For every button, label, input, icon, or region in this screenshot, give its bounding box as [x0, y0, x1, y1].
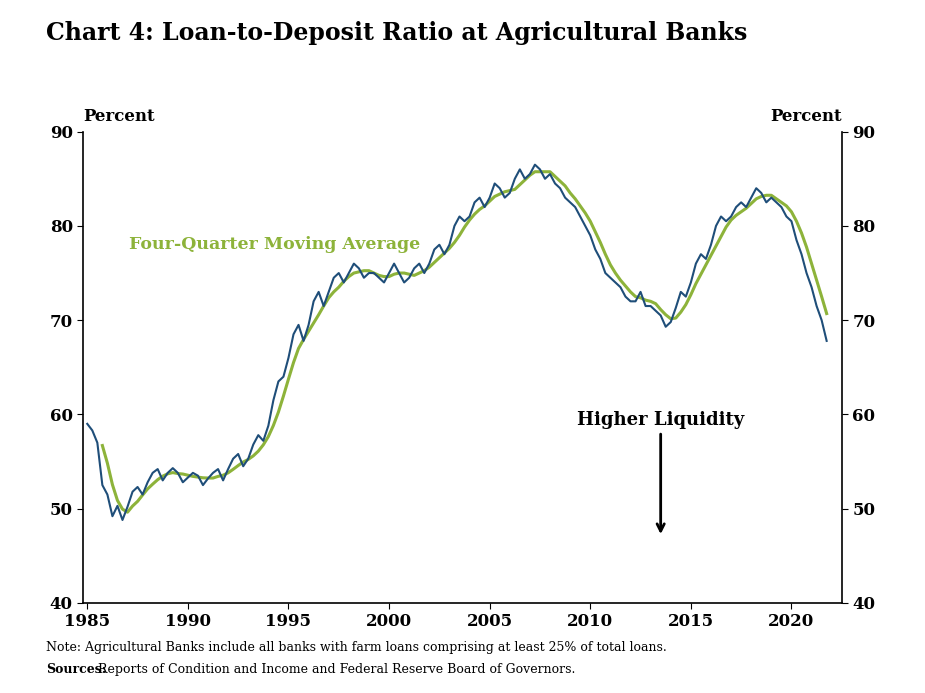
Text: Chart 4: Loan-to-Deposit Ratio at Agricultural Banks: Chart 4: Loan-to-Deposit Ratio at Agricu… — [46, 21, 747, 45]
Text: Percent: Percent — [83, 107, 154, 125]
Text: Higher Liquidity: Higher Liquidity — [577, 410, 745, 531]
Text: Four-Quarter Moving Average: Four-Quarter Moving Average — [129, 236, 420, 253]
Text: Sources:: Sources: — [46, 663, 106, 676]
Text: Reports of Condition and Income and Federal Reserve Board of Governors.: Reports of Condition and Income and Fede… — [94, 663, 575, 676]
Text: Percent: Percent — [771, 107, 842, 125]
Text: Note: Agricultural Banks include all banks with farm loans comprising at least 2: Note: Agricultural Banks include all ban… — [46, 641, 667, 654]
